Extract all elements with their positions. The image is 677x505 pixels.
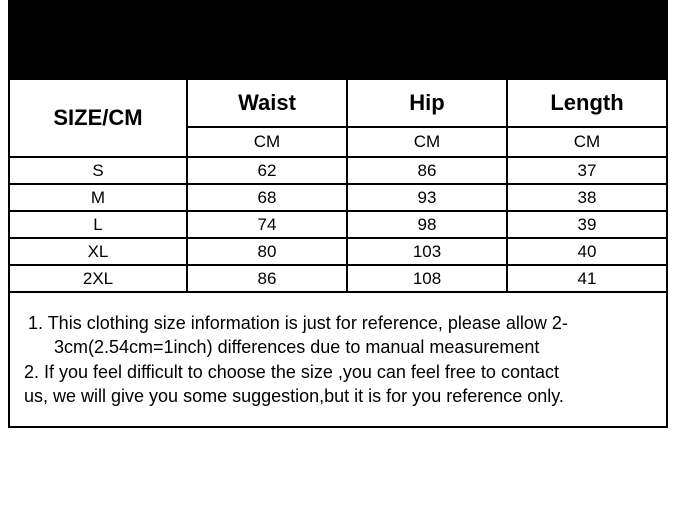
waist-cell: 62 (187, 157, 347, 184)
note-line-2b: us, we will give you some suggestion,but… (24, 384, 652, 408)
hip-cell: 98 (347, 211, 507, 238)
note-line-2a: 2. If you feel difficult to choose the s… (24, 360, 652, 384)
header-waist: Waist (187, 79, 347, 127)
table-row: XL 80 103 40 (9, 238, 667, 265)
note-line-1a: 1. This clothing size information is jus… (24, 311, 652, 335)
hip-cell: 108 (347, 265, 507, 292)
notes-row: 1. This clothing size information is jus… (9, 292, 667, 427)
header-size-cm: SIZE/CM (9, 79, 187, 157)
header-length: Length (507, 79, 667, 127)
hip-cell: 103 (347, 238, 507, 265)
hip-cell: 93 (347, 184, 507, 211)
size-cell: 2XL (9, 265, 187, 292)
size-chart-table: SIZE/CM Waist Hip Length CM CM CM S 62 8… (8, 78, 668, 428)
table-row: 2XL 86 108 41 (9, 265, 667, 292)
size-cell: XL (9, 238, 187, 265)
unit-waist: CM (187, 127, 347, 157)
hip-cell: 86 (347, 157, 507, 184)
size-chart-container: SIZE/CM Waist Hip Length CM CM CM S 62 8… (8, 0, 668, 428)
length-cell: 41 (507, 265, 667, 292)
waist-cell: 74 (187, 211, 347, 238)
header-hip: Hip (347, 79, 507, 127)
waist-cell: 80 (187, 238, 347, 265)
unit-length: CM (507, 127, 667, 157)
length-cell: 38 (507, 184, 667, 211)
waist-cell: 86 (187, 265, 347, 292)
unit-hip: CM (347, 127, 507, 157)
length-cell: 37 (507, 157, 667, 184)
size-cell: S (9, 157, 187, 184)
note-line-1b: 3cm(2.54cm=1inch) differences due to man… (24, 335, 652, 359)
size-cell: L (9, 211, 187, 238)
notes-cell: 1. This clothing size information is jus… (9, 292, 667, 427)
length-cell: 39 (507, 211, 667, 238)
table-row: L 74 98 39 (9, 211, 667, 238)
length-cell: 40 (507, 238, 667, 265)
header-row: SIZE/CM Waist Hip Length (9, 79, 667, 127)
size-cell: M (9, 184, 187, 211)
header-black-bar (8, 0, 668, 78)
table-row: S 62 86 37 (9, 157, 667, 184)
table-row: M 68 93 38 (9, 184, 667, 211)
waist-cell: 68 (187, 184, 347, 211)
